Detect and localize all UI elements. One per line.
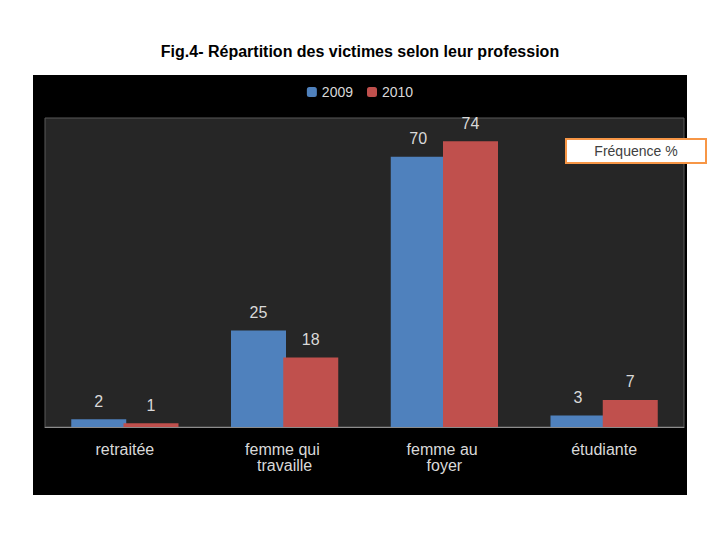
svg-text:femme au: femme au <box>407 441 483 458</box>
svg-text:femme qui: femme qui <box>245 441 324 458</box>
svg-text:2009: 2009 <box>322 84 353 100</box>
svg-text:2: 2 <box>94 393 103 410</box>
svg-text:Fig.4- Répartition des victime: Fig.4- Répartition des victimes selon le… <box>161 43 559 60</box>
svg-text:1: 1 <box>147 397 156 414</box>
svg-text:18: 18 <box>302 331 320 348</box>
svg-text:retraitée: retraitée <box>96 441 155 458</box>
svg-text:étudiante: étudiante <box>571 441 637 458</box>
svg-text:70: 70 <box>409 130 427 147</box>
svg-text:travaille: travaille <box>257 457 312 474</box>
svg-text:25: 25 <box>250 304 268 321</box>
svg-text:Fréquence %: Fréquence % <box>594 143 677 159</box>
svg-text:2010: 2010 <box>382 84 413 100</box>
svg-text:74: 74 <box>462 115 480 132</box>
svg-text:3: 3 <box>574 389 583 406</box>
svg-text:foyer: foyer <box>427 457 463 474</box>
svg-text:7: 7 <box>626 373 635 390</box>
